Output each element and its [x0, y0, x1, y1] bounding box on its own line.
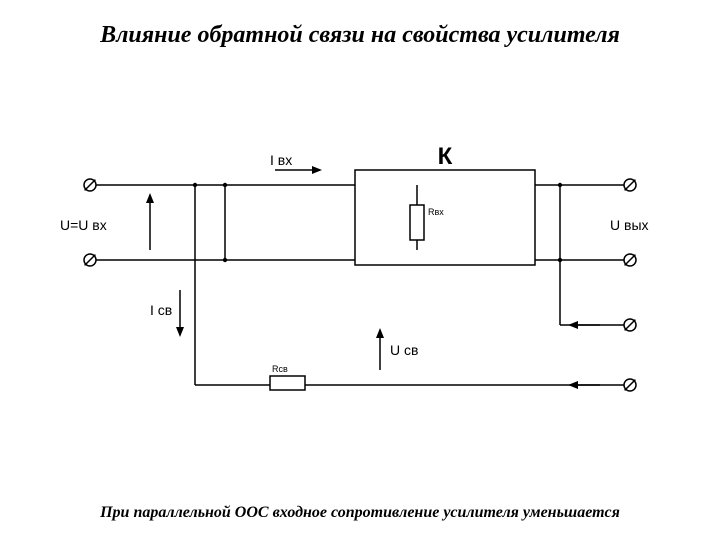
u-in-label: U=U вх: [60, 217, 107, 233]
u-out-label: U вых: [610, 217, 649, 233]
page-caption: При параллельной ООС входное сопротивлен…: [0, 504, 720, 522]
i-in-label: I вх: [270, 152, 292, 168]
amplifier-block: [355, 170, 535, 265]
rvx-label: Rвх: [428, 207, 444, 217]
amplifier-gain-label: К: [438, 143, 453, 170]
rvx-resistor: [410, 205, 424, 240]
rsv-label: Rсв: [272, 364, 288, 374]
i-sv-label: I св: [150, 302, 172, 318]
u-sv-label: U св: [390, 342, 418, 358]
feedback-circuit-diagram: Rвх Rсв К U=U вх U вых I вх I св U св: [60, 130, 660, 430]
rsv-resistor: [270, 376, 305, 390]
page-title: Влияние обратной связи на свойства усили…: [0, 20, 720, 50]
